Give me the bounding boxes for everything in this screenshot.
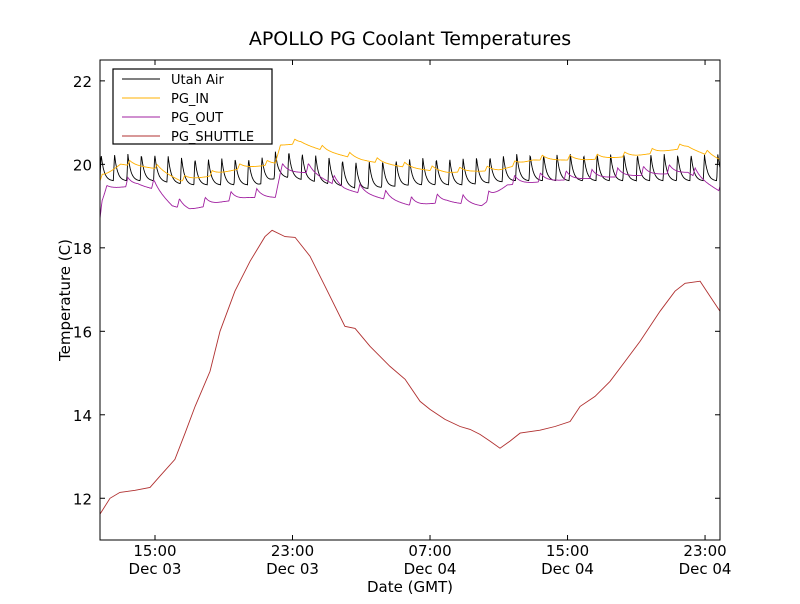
y-tick-label: 22 [73,73,92,91]
legend-label: PG_OUT [171,111,223,126]
y-tick-label: 20 [73,156,92,174]
series-line-utah-air [99,151,721,189]
legend-frame [112,68,273,145]
chart-title: APOLLO PG Coolant Temperatures [249,28,571,50]
plot-frame [99,59,721,541]
x-tick-date: Dec 04 [541,560,594,578]
y-tick-label: 18 [73,240,92,258]
x-tick-time: 07:00 [408,542,451,560]
legend-label: PG_SHUTTLE [171,130,254,145]
x-axis-label: Date (GMT) [367,578,453,596]
x-tick-date: Dec 04 [404,560,457,578]
y-tick-label: 14 [73,407,92,425]
x-tick-time: 23:00 [271,542,314,560]
x-tick-time: 15:00 [546,542,589,560]
y-tick-label: 12 [73,490,92,508]
x-tick-date: Dec 03 [266,560,319,578]
series-line-pg-in [99,138,721,182]
legend: Utah Air PG_IN PG_OUT PG_SHUTTLE [112,68,273,145]
y-axis-label: Temperature (C) [56,239,74,362]
series-layer [99,138,721,515]
series-line-pg-shuttle [99,229,721,515]
x-tick-date: Dec 03 [129,560,182,578]
legend-label: PG_IN [171,92,209,107]
x-tick-time: 15:00 [133,542,176,560]
x-tick-time: 23:00 [683,542,726,560]
y-tick-label: 16 [73,323,92,341]
legend-label: Utah Air [171,73,224,88]
x-tick-date: Dec 04 [679,560,732,578]
series-line-pg-out [99,163,721,219]
